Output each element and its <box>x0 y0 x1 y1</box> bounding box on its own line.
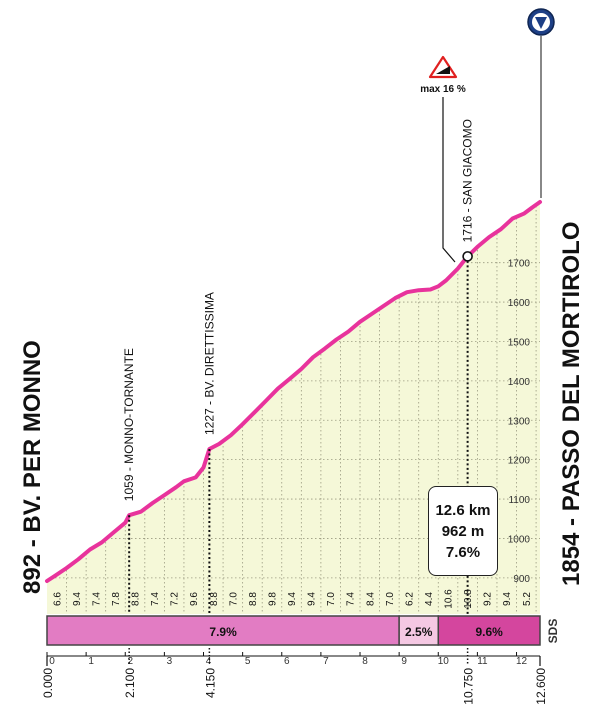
segment-label: 7.9% <box>209 625 237 639</box>
gradient-label: 9.4 <box>307 592 318 606</box>
gradient-label: 9.4 <box>287 592 298 606</box>
gradient-label: 7.8 <box>111 592 122 606</box>
waypoint-label: 1059 - MONNO-TORNANTE <box>122 348 136 501</box>
km-tick-label: 6 <box>284 656 290 667</box>
elevation-tick-label: 1700 <box>508 259 531 270</box>
finish-km-label: 12.600 <box>534 668 548 705</box>
km-tick-label: 4 <box>206 656 212 667</box>
km-tick-label: 0 <box>49 656 55 667</box>
gradient-label: 9.6 <box>189 592 200 606</box>
km-tick-label: 8 <box>362 656 368 667</box>
gradient-label: 8.4 <box>365 592 376 606</box>
km-marker-label: 2.100 <box>123 668 137 698</box>
finish-title: 1854 - PASSO DEL MORTIROLO <box>558 221 585 586</box>
gradient-label: 10.6 <box>444 589 455 609</box>
start-title: 892 - BV. PER MONNO <box>19 340 46 594</box>
elevation-tick-label: 900 <box>513 574 530 585</box>
gradient-label: 7.4 <box>346 592 357 606</box>
elevation-tick-label: 1500 <box>508 337 531 348</box>
sds-logo: SDS <box>546 619 560 644</box>
gradient-label: 7.2 <box>170 592 181 606</box>
gradient-label: 8.8 <box>248 592 259 606</box>
km-tick-label: 3 <box>167 656 173 667</box>
gradient-label: 9.2 <box>483 592 494 606</box>
km-marker-label: 10.750 <box>462 668 476 705</box>
km-tick-label: 10 <box>438 656 450 667</box>
gradient-label: 7.4 <box>150 592 161 606</box>
segment-label: 9.6% <box>475 625 503 639</box>
km-tick-label: 1 <box>88 656 94 667</box>
km-marker-label: 4.150 <box>203 668 217 698</box>
gradient-label: 8.8 <box>209 592 220 606</box>
profile-area <box>47 202 540 614</box>
summary-average: 7.6% <box>445 543 481 561</box>
gradient-label: 4.4 <box>424 592 435 606</box>
start-km-label: 0.000 <box>41 668 55 698</box>
elevation-tick-label: 1400 <box>508 377 531 388</box>
waypoint-circle <box>462 251 473 262</box>
elevation-tick-label: 1600 <box>508 298 531 309</box>
elevation-tick-label: 1000 <box>508 534 531 545</box>
elevation-tick-label: 1100 <box>508 495 530 506</box>
summary-gain: 962 m <box>441 522 485 540</box>
gradient-label: 5.2 <box>522 592 533 606</box>
climb-summary-box: 12.6 km 962 m 7.6% <box>428 486 498 576</box>
gradient-label: 9.4 <box>502 592 513 606</box>
max-grade-label: max 16 % <box>420 84 466 95</box>
segment-label: 2.5% <box>405 625 433 639</box>
elevation-tick-label: 1300 <box>508 416 531 427</box>
waypoint-label: 1227 - BV. DIRETTISSIMA <box>202 292 216 435</box>
km-tick-label: 12 <box>516 656 528 667</box>
gradient-label: 6.6 <box>52 592 63 606</box>
km-tick-label: 5 <box>245 656 251 667</box>
gradient-label: 9.8 <box>268 592 279 606</box>
gradient-label: 7.0 <box>326 592 337 606</box>
profile-line <box>45 200 542 583</box>
km-tick-label: 9 <box>401 656 407 667</box>
gradient-label: 7.4 <box>91 592 102 606</box>
segment-bar <box>398 615 440 646</box>
km-tick-label: 2 <box>127 656 133 667</box>
waypoint-label: 1716 - SAN GIACOMO <box>461 119 475 242</box>
km-tick-label: 7 <box>323 656 329 667</box>
summary-distance: 12.6 km <box>435 501 491 519</box>
gradient-label: 9.4 <box>72 592 83 606</box>
gradient-label: 8.8 <box>131 592 142 606</box>
gradient-label: 7.0 <box>228 592 239 606</box>
finish-circle-icon <box>527 8 555 36</box>
gradient-label: 6.2 <box>404 592 415 606</box>
km-tick-label: 11 <box>477 656 488 667</box>
max-grade-warning-icon <box>428 55 458 79</box>
gradient-label: 7.0 <box>385 592 396 606</box>
segment-bar <box>437 615 541 646</box>
elevation-tick-label: 1200 <box>508 456 531 467</box>
